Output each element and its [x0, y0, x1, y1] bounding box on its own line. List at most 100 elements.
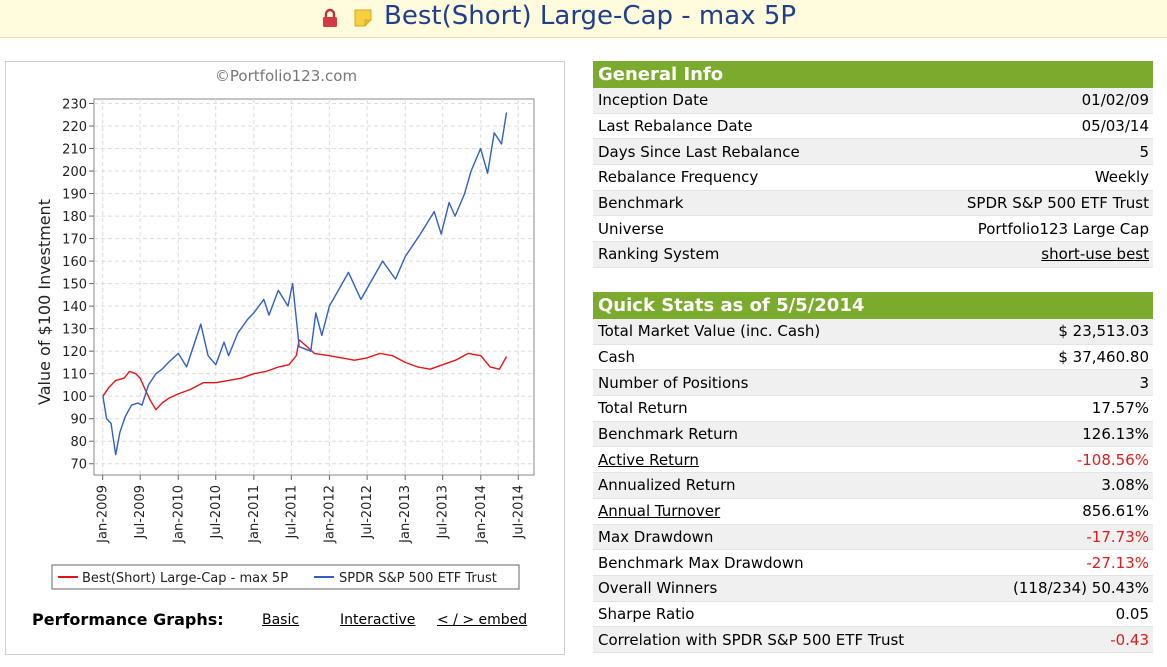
series-line-benchmark	[102, 112, 508, 456]
row-label: Benchmark Max Drawdown	[598, 553, 804, 572]
table-row: Total Return 17.57%	[593, 396, 1153, 422]
table-row: Ranking System short-use best	[593, 242, 1153, 268]
row-label: Rebalance Frequency	[598, 168, 759, 187]
row-value: $ 23,513.03	[1058, 322, 1149, 341]
row-value: (118/234) 50.43%	[1013, 579, 1149, 598]
x-axis: Jan-2009 Jul-2009 Jan-2010 Jul-2010 Jan-2011…	[96, 475, 526, 544]
y-tick-label: 110	[62, 368, 87, 383]
row-label: Cash	[598, 348, 635, 367]
row-label: Total Return	[598, 399, 688, 418]
table-row: Inception Date 01/02/09	[593, 88, 1153, 114]
legend-label-benchmark: SPDR S&P 500 ETF Trust	[339, 571, 497, 586]
y-tick-label: 80	[70, 435, 87, 450]
table-row: Active Return -108.56%	[593, 447, 1153, 474]
y-tick-label: 220	[62, 120, 87, 135]
y-tick-label: 100	[62, 390, 87, 405]
chart-series	[102, 112, 508, 456]
row-value: -17.73%	[1086, 527, 1149, 546]
table-row: Benchmark SPDR S&P 500 ETF Trust	[593, 190, 1153, 217]
table-row: Last Rebalance Date 05/03/14	[593, 113, 1153, 140]
row-value: 3	[1139, 373, 1149, 392]
row-label: Benchmark Return	[598, 425, 738, 444]
row-label: Correlation with SPDR S&P 500 ETF Trust	[598, 630, 905, 649]
y-tick-label: 90	[70, 413, 87, 428]
basic-graph-link[interactable]: Basic	[262, 612, 300, 628]
y-axis: 70 80 90 100 110 120 130 140 150 160 170 180 190 200 2…	[62, 98, 94, 473]
table-row: Annualized Return 3.08%	[593, 473, 1153, 499]
row-label: Overall Winners	[598, 579, 718, 598]
ranking-system-link[interactable]: short-use best	[1041, 245, 1149, 264]
table-row: Max Drawdown -17.73%	[593, 524, 1153, 551]
x-tick-label: Jan-2014	[474, 485, 489, 544]
table-row: Cash $ 37,460.80	[593, 344, 1153, 371]
table-row: Overall Winners (118/234) 50.43%	[593, 575, 1153, 602]
y-tick-label: 130	[62, 323, 87, 338]
row-value: Weekly	[1094, 168, 1149, 187]
series-line-portfolio	[102, 339, 508, 411]
x-tick-label: Jul-2014	[511, 485, 526, 539]
table-row: Annual Turnover 856.61%	[593, 498, 1153, 525]
annual-turnover-link[interactable]: Annual Turnover	[598, 502, 721, 521]
table-row: Universe Portfolio123 Large Cap	[593, 216, 1153, 243]
row-value: -27.13%	[1086, 553, 1149, 572]
row-value: Portfolio123 Large Cap	[977, 219, 1149, 238]
table-row: Benchmark Return 126.13%	[593, 421, 1153, 448]
row-value: 17.57%	[1091, 399, 1149, 418]
y-tick-label: 150	[62, 278, 87, 293]
y-tick-label: 160	[62, 255, 87, 270]
lock-icon	[323, 8, 337, 27]
chart-watermark: ©Portfolio123.com	[215, 67, 357, 85]
table-row: Correlation with SPDR S&P 500 ETF Trust …	[593, 627, 1153, 653]
y-tick-label: 190	[62, 188, 87, 203]
row-value: SPDR S&P 500 ETF Trust	[966, 194, 1149, 213]
row-value: 5	[1139, 142, 1149, 161]
y-tick-label: 230	[62, 98, 87, 113]
plot-area	[93, 98, 535, 476]
y-tick-label: 180	[62, 210, 87, 225]
x-tick-label: Jul-2009	[133, 485, 148, 539]
page-title: Best(Short) Large-Cap - max 5P	[384, 1, 797, 31]
performance-graphs-row: Performance Graphs: Basic Interactive < …	[32, 610, 552, 632]
performance-graphs-label: Performance Graphs:	[32, 610, 224, 629]
table-row: Benchmark Max Drawdown -27.13%	[593, 550, 1153, 576]
sticky-note-icon[interactable]	[353, 7, 373, 27]
y-tick-label: 200	[62, 165, 87, 180]
y-axis-label: Value of $100 Investment	[35, 199, 54, 405]
row-label: Inception Date	[598, 91, 709, 110]
row-value: 05/03/14	[1081, 117, 1149, 136]
x-tick-label: Jan-2012	[322, 485, 337, 544]
row-label: Annualized Return	[598, 476, 736, 495]
row-label: Ranking System	[598, 245, 720, 264]
row-value: 126.13%	[1082, 425, 1149, 444]
row-value: -0.43	[1110, 630, 1149, 649]
row-label: Days Since Last Rebalance	[598, 142, 800, 161]
table-row: Number of Positions 3	[593, 370, 1153, 397]
x-tick-label: Jul-2012	[360, 485, 375, 539]
embed-graph-link[interactable]: < / > embed	[437, 612, 528, 628]
x-tick-label: Jul-2011	[284, 485, 299, 539]
y-tick-label: 170	[62, 233, 87, 248]
x-tick-label: Jan-2009	[96, 485, 111, 544]
row-label: Universe	[598, 219, 664, 238]
performance-chart: ©Portfolio123.com 70 80 90 100 110 120 130 140 1…	[35, 67, 535, 590]
row-value: 01/02/09	[1081, 91, 1149, 110]
chart-panel: ©Portfolio123.com 70 80 90 100 110 120 130 140 1…	[5, 61, 565, 655]
table-row: Rebalance Frequency Weekly	[593, 165, 1153, 191]
x-tick-label: Jul-2013	[436, 485, 451, 539]
y-tick-label: 140	[62, 300, 87, 315]
interactive-graph-link[interactable]: Interactive	[340, 612, 416, 628]
y-tick-label: 210	[62, 143, 87, 158]
legend-box	[51, 564, 520, 590]
row-value: 3.08%	[1101, 476, 1149, 495]
row-value: -108.56%	[1076, 450, 1149, 469]
y-tick-label: 120	[62, 345, 87, 360]
y-tick-label: 70	[70, 458, 87, 473]
row-label: Benchmark	[598, 194, 684, 213]
active-return-link[interactable]: Active Return	[598, 450, 699, 469]
row-value: 0.05	[1115, 604, 1149, 623]
x-tick-label: Jul-2010	[209, 485, 224, 539]
row-value: $ 37,460.80	[1058, 348, 1149, 367]
general-info-header: General Info	[593, 61, 1153, 88]
row-label: Max Drawdown	[598, 527, 714, 546]
row-label: Sharpe Ratio	[598, 604, 695, 623]
